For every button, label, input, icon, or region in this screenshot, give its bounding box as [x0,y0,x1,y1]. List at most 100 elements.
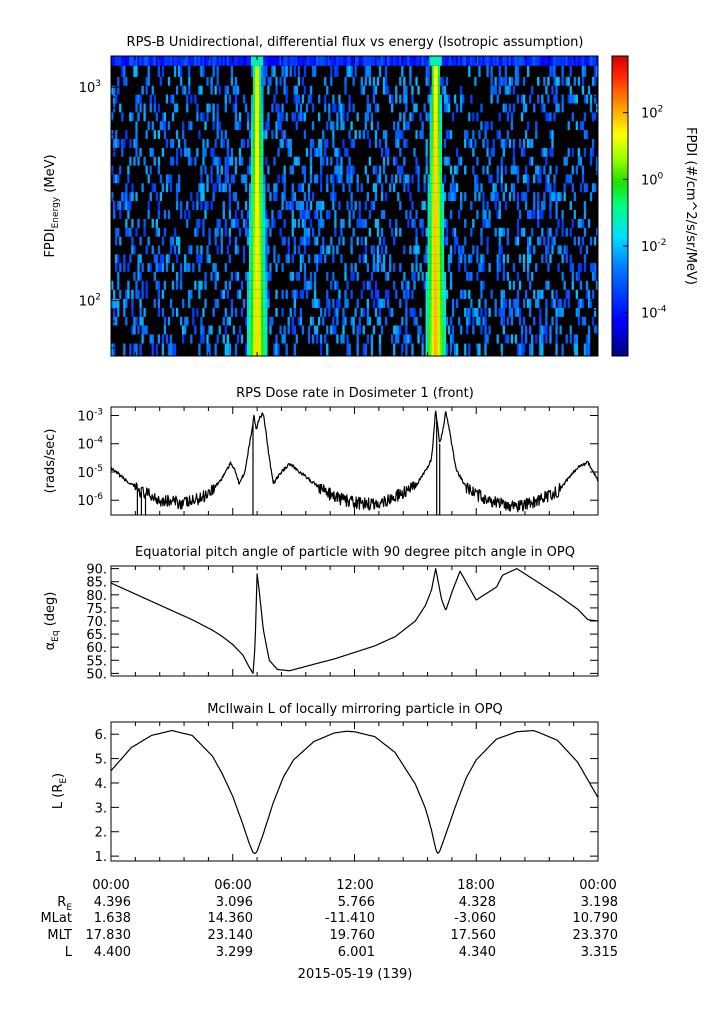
heatmap-cell [287,201,290,211]
heatmap-cell [234,271,238,281]
heatmap-cell [535,121,538,131]
heatmap-cell [403,94,406,104]
heatmap-cell [362,307,365,317]
heatmap-cell [565,227,568,237]
heatmap-cell [125,218,128,228]
heatmap-cell [255,192,258,202]
heatmap-cell [228,343,232,356]
heatmap-cell [305,147,309,157]
heatmap-cell [401,343,404,356]
heatmap-cell [500,156,503,166]
heatmap-cell [539,236,542,246]
heatmap-cell [356,183,359,193]
heatmap-cell [228,156,232,166]
heatmap-cell [445,156,449,166]
heatmap-cell [257,165,260,175]
heatmap-cell [242,298,246,308]
heatmap-cell [543,147,546,157]
heatmap-cell [216,245,219,255]
heatmap-cell [587,218,591,228]
heatmap-cell [179,201,183,211]
y-tick-label: 10-4 [77,436,103,453]
heatmap-cell [409,56,412,66]
heatmap-cell [311,138,315,148]
panel-mcilwain-l: McIlwain L of locally mirroring particle… [51,702,599,865]
heatmap-cell [334,307,337,317]
heatmap-cell [415,76,418,86]
heatmap-cell [393,183,396,193]
heatmap-cell [555,56,558,66]
heatmap-cell [244,343,248,356]
heatmap-cell [240,174,244,184]
heatmap-cell [303,112,307,122]
heatmap-cell [129,343,132,356]
heatmap-cell [246,334,250,344]
heatmap-cell [161,65,165,77]
heatmap-cell [315,201,319,211]
heatmap-cell [167,210,171,219]
heatmap-cell [360,183,363,193]
heatmap-cell [234,112,238,122]
heatmap-cell [557,103,560,113]
heatmap-cell [449,316,453,326]
heatmap-cell [248,316,252,326]
heatmap-cell [583,201,587,211]
heatmap-cell [460,192,463,202]
heatmap-cell [464,236,467,246]
heatmap-cell [216,56,219,66]
heatmap-cell [415,165,418,175]
heatmap-cell [537,56,540,66]
heatmap-cell [143,156,146,166]
heatmap-cell [311,121,315,131]
heatmap-cell [354,263,357,272]
heatmap-cell [283,325,286,335]
heatmap-cell [210,85,213,95]
heatmap-cell [591,138,595,148]
heatmap-cell [192,201,195,211]
heatmap-cell [545,254,548,264]
heatmap-cell [147,56,150,66]
heatmap-cell [255,76,258,86]
heatmap-cell [368,227,372,237]
heatmap-cell [173,56,177,66]
heatmap-cell [539,289,542,299]
heatmap-cell [182,121,185,131]
heatmap-cell [265,307,268,317]
heatmap-cell [425,112,428,122]
heatmap-cell [273,254,276,264]
heatmap-cell [198,130,201,139]
heatmap-cell [141,280,144,290]
heatmap-cell [350,236,353,246]
heatmap-cell [419,307,422,317]
heatmap-cell [364,165,367,175]
heatmap-cell [419,325,422,335]
heatmap-cell [261,94,264,104]
heatmap-cell [161,334,165,344]
heatmap-cell [514,76,518,86]
heatmap-cell [151,343,154,356]
heatmap-cell [577,263,581,272]
heatmap-cell [253,325,256,335]
heatmap-cell [502,76,505,86]
heatmap-cell [401,130,404,139]
heatmap-cell [307,280,311,290]
heatmap-cell [595,325,599,335]
heatmap-cell [269,76,272,86]
heatmap-cell [433,147,436,157]
heatmap-cell [248,263,252,272]
heatmap-cell [397,334,400,344]
heatmap-cell [488,263,491,272]
heatmap-cell [317,316,321,326]
heatmap-cell [585,289,589,299]
heatmap-cell [464,130,467,139]
heatmap-cell [494,298,497,308]
heatmap-cell [133,271,136,281]
heatmap-cell [595,56,599,66]
heatmap-cell [131,218,134,228]
heatmap-cell [563,156,566,166]
heatmap-cell [261,174,264,184]
heatmap-cell [220,236,223,246]
heatmap-cell [378,56,382,66]
heatmap-cell [593,271,597,281]
